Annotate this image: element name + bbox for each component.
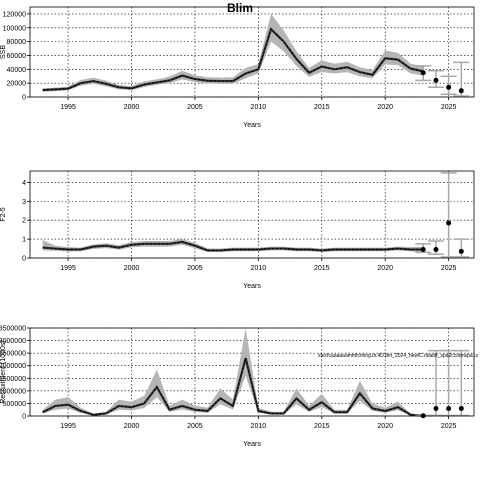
x-tick-label: 2010 (251, 423, 267, 430)
y-axis-title: SSB (0, 45, 7, 59)
projection-point (433, 246, 439, 252)
x-tick-label: 2015 (314, 104, 330, 111)
projection-point (433, 405, 439, 411)
y-tick-label: 3 (22, 199, 26, 206)
y-tick-label: 0 (22, 256, 26, 263)
x-tick-label: 1995 (60, 104, 76, 111)
y-axis-title: F2-5 (0, 207, 7, 222)
x-tick-label: 2025 (441, 423, 457, 430)
panels: 1995 2000 2005 2010 2015 2020 2025020000400006… (0, 6, 478, 449)
x-tick-label: 2000 (124, 423, 140, 430)
projection-errorbar (453, 238, 470, 258)
x-tick-label: 2015 (314, 265, 330, 272)
projection-point (458, 88, 464, 94)
y-tick-label: 60000 (7, 53, 27, 60)
x-tick-label: 2010 (251, 265, 267, 272)
y-tick-label: 3000000 (0, 338, 26, 345)
x-tick-label: 2005 (187, 265, 203, 272)
x-tick-label: 2000 (124, 104, 140, 111)
projection-point (420, 70, 426, 76)
projection-point (433, 77, 439, 83)
plot-frame (29, 170, 475, 259)
y-tick-label: 3500000 (0, 326, 26, 333)
projection-point (420, 246, 426, 252)
x-tick-label: 2020 (377, 265, 393, 272)
y-tick-label: 1 (22, 237, 26, 244)
projection-errorbar (453, 349, 470, 417)
x-tick-label: 2015 (314, 423, 330, 430)
panel-1: 1995 2000 2005 2010 2015 2020 2025 0 20000 40000 6… (0, 6, 475, 129)
projection-point (446, 84, 452, 90)
y-tick-label: 500000 (3, 401, 26, 408)
plot-frame (29, 327, 475, 417)
panel-2: 1995 2000 2005 2010 2015 2020 2025 0 1 2 3 4 Years F2… (0, 170, 475, 290)
y-tick-label: 2500000 (0, 351, 26, 358)
series-line (42, 357, 424, 417)
x-tick-label: 2025 (441, 265, 457, 272)
y-tick-label: 80000 (7, 39, 27, 46)
y-tick-label: 100000 (3, 25, 26, 32)
y-axis-title: Recruitment (1000s) (0, 340, 7, 403)
x-tick-label: 2005 (187, 423, 203, 430)
series-dashes (42, 28, 424, 91)
x-tick-label: 2020 (377, 104, 393, 111)
projection-point (446, 405, 452, 411)
x-tick-label: 2010 (251, 104, 267, 111)
panel-3: 1995 2000 2005 2010 2015 2020 2025 0 500000 10000… (0, 326, 478, 449)
y-tick-label: 0 (22, 414, 26, 421)
y-tick-label: 2000000 (0, 363, 26, 370)
y-tick-label: 1000000 (0, 388, 26, 395)
chart-title: Blim (227, 1, 253, 15)
y-tick-label: 20000 (7, 81, 27, 88)
y-tick-label: 1500000 (0, 376, 26, 383)
plot-frame (29, 6, 475, 98)
y-tick-label: 120000 (3, 11, 26, 18)
y-tick-label: 40000 (7, 67, 27, 74)
x-axis-title: Years (243, 283, 261, 290)
series-dashes (42, 241, 424, 251)
x-axis-title: Years (243, 122, 261, 129)
x-tick-label: 2020 (377, 423, 393, 430)
x-axis-title: Years (243, 441, 261, 448)
x-tick-label: 1995 (60, 423, 76, 430)
y-tick-label: 4 (22, 180, 26, 187)
confidence-band (42, 13, 424, 92)
projection-point (446, 220, 452, 226)
x-tick-label: 2005 (187, 104, 203, 111)
x-tick-label: 2025 (441, 104, 457, 111)
projection-point (458, 405, 464, 411)
projection-point (458, 248, 464, 254)
y-tick-label: 2 (22, 218, 26, 225)
confidence-band (42, 239, 424, 252)
y-tick-label: 0 (22, 95, 26, 102)
x-tick-label: 2000 (124, 265, 140, 272)
panel-annotation: stecfcaaaaaammfcming.tir.4D.fen_2024_hew… (318, 353, 479, 359)
x-tick-label: 1995 (60, 265, 76, 272)
